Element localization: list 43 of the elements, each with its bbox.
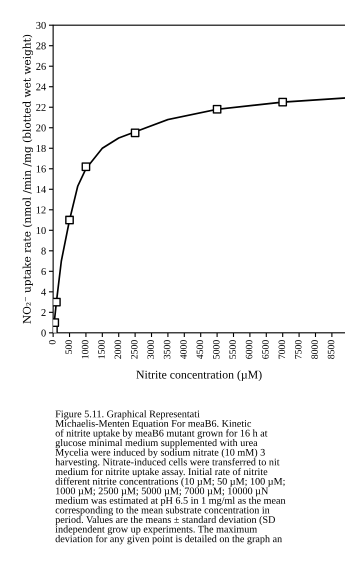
- y-tick-label: 12: [36, 206, 46, 214]
- y-tick-label: 6: [41, 268, 46, 276]
- point: [130, 128, 140, 138]
- y-tick-label: 0: [41, 330, 46, 337]
- x-tick-label: 6000: [246, 340, 252, 359]
- y-tick-label: 22: [36, 104, 46, 111]
- x-tick-label: 1500: [98, 340, 105, 358]
- x-tick-label: 5000: [212, 340, 220, 359]
- x-tick-label: 6500: [262, 340, 269, 359]
- x-axis-title: Nitrite concentration (µM): [136, 370, 262, 382]
- x-tick-label: 1000: [82, 340, 88, 358]
- x-tick-label: 2000: [114, 340, 122, 359]
- point: [278, 98, 288, 106]
- y-tick-label: 2: [41, 309, 46, 316]
- x-tick-label: 3000: [147, 340, 154, 359]
- x-tick-label: 500: [65, 340, 72, 354]
- x-tick-label: 5500: [229, 340, 236, 359]
- y-tick-label: 14: [36, 186, 46, 193]
- x-tick-label: 8500: [328, 340, 334, 359]
- y-tick-label: 20: [36, 124, 46, 132]
- point: [82, 162, 90, 172]
- y-tick-label: 30: [36, 22, 46, 29]
- y-tick-label: 4: [41, 288, 46, 296]
- x-tick-label: 4000: [180, 340, 187, 360]
- point: [53, 298, 61, 306]
- x-tick-label: 7500: [294, 340, 302, 359]
- y-tick-label: 18: [36, 144, 46, 152]
- point: [65, 216, 74, 224]
- y-tick-label: 8: [41, 247, 46, 255]
- y-axis-title: NO₂⁻ uptake rate (nmol /min /mg (blotted wet weight): [22, 34, 33, 324]
- point: [212, 104, 222, 114]
- x-tick-label: 3500: [164, 340, 170, 359]
- x-tick-label: 4500: [196, 340, 204, 360]
- x-tick-label: 8000: [311, 340, 318, 359]
- y-tick-label: 28: [36, 42, 46, 50]
- y-tick-label: 24: [36, 83, 46, 90]
- y-tick-label: 10: [36, 226, 46, 234]
- x-tick-label: 2500: [130, 340, 138, 359]
- y-tick-label: 26: [36, 62, 46, 70]
- text: Figure 5.11. Graphical Representati Michaelis-Menten Equation For meaB6. Kinetic of nitrite uptake by meaB6 mutant grown for 16 h at glucose minimal medium supplemented with urea Mycelia were induced by sodium nitrate (10 mM) 3 harvesting. Nitrate-induced cells were transferred to nit medium for nitrite uptake assay. Initial rate of nitrite different nitrite concentrations (10 µM; 50 µM; 100 µM; 1000 µM; 2500 µM; 5000 µM; 7000 µM; 10000 µN medium was estimated at pH 6.5 in 1 mg/ml as the mean corresponding to the mean substrate concentration in period. Values are the means ± standard deviation (SD independent grow up experiments. The maximum deviation for any given point is detailed on the graph an: [55, 410, 286, 544]
- y-tick-label: 16: [36, 165, 46, 172]
- x-tick-label: 7000: [278, 340, 286, 359]
- x-tick-label: 0: [49, 340, 56, 344]
